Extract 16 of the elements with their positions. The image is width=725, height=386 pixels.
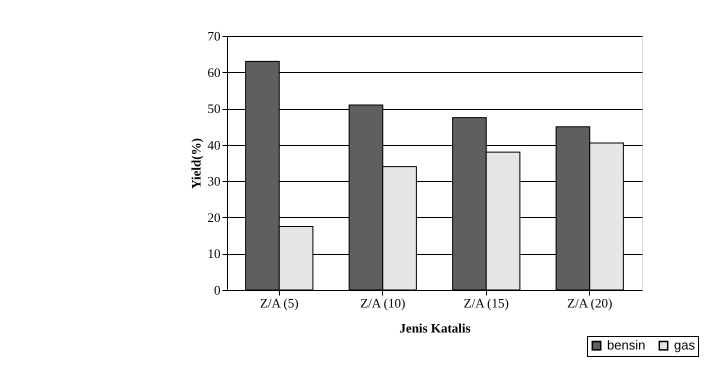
y-axis-title: Yield(%) [188, 138, 204, 189]
x-tick-label: Z/A (15) [464, 296, 509, 310]
y-tick-label: 70 [208, 28, 220, 44]
y-tick-label: 40 [208, 137, 220, 152]
x-tick-label: Z/A (10) [360, 296, 406, 310]
y-tick-label: 30 [208, 174, 220, 189]
y-tick-label: 60 [208, 64, 220, 80]
legend-label: bensin [607, 338, 646, 353]
y-tick-label: 20 [208, 210, 220, 225]
y-tick-label: 0 [214, 282, 220, 298]
y-tick-label: 10 [208, 246, 220, 262]
x-axis-title: Jenis Katalis [399, 320, 471, 336]
legend-label: gas [674, 338, 696, 353]
y-tick-label: 50 [208, 101, 220, 116]
x-tick-label: Z/A (20) [567, 296, 612, 310]
x-tick-label: Z/A (5) [260, 296, 299, 310]
